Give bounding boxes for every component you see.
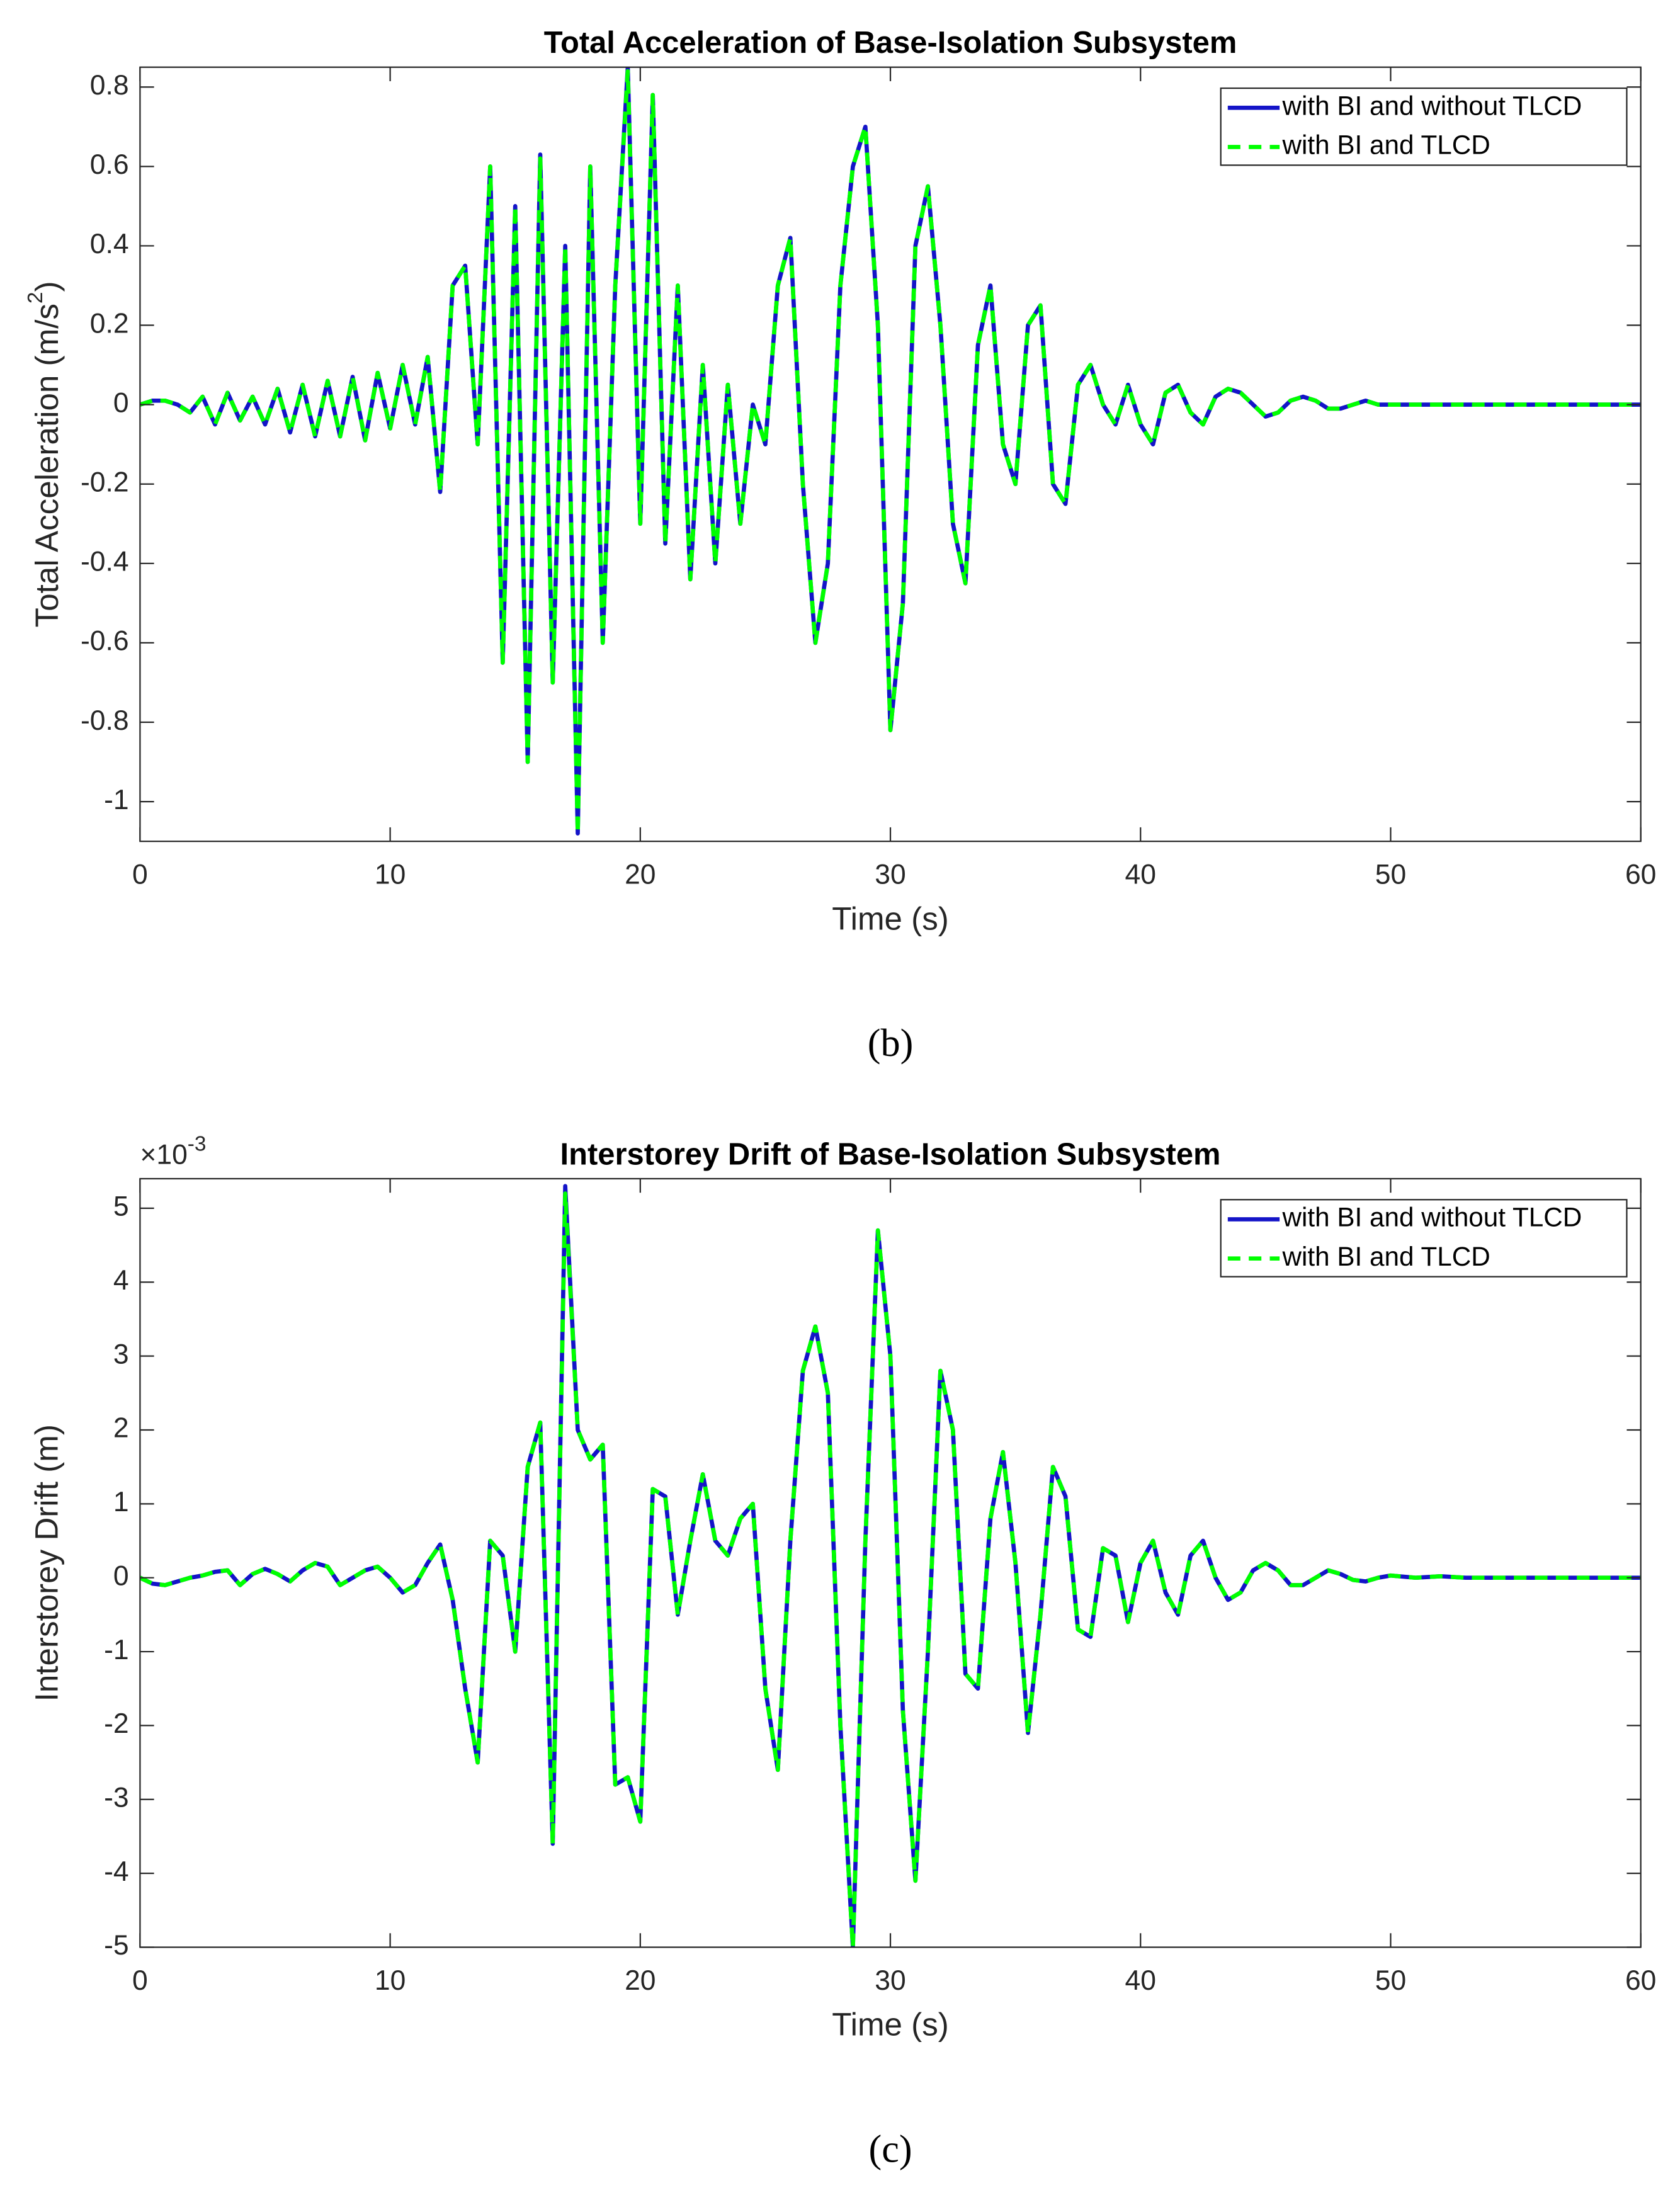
y-exponent: ×10-3	[140, 1132, 206, 1170]
y-tick-label: 0.4	[90, 229, 129, 259]
legend-box	[1220, 87, 1628, 166]
y-tick-label: 1	[113, 1487, 129, 1517]
series-line	[140, 1191, 1641, 1948]
panel-caption: (b)	[868, 1022, 914, 1065]
y-axis-label: Interstorey Drift (m)	[28, 1424, 64, 1701]
y-tick-label: -0.8	[81, 705, 129, 736]
y-exponent-base: ×10	[140, 1139, 187, 1170]
chart: 0 10 20 30 40 50 60 -1 -0.8 -0.6 -0.4 -0.2 0 0.2 0.4 0.…	[24, 26, 1657, 1065]
y-tick-label: 3	[113, 1339, 129, 1370]
x-tick-label: 30	[875, 859, 905, 890]
y-axis-label-text: Total Acceleration (m/s	[28, 303, 64, 627]
y-tick-label: -2	[104, 1708, 129, 1739]
x-tick-label: 10	[375, 1965, 406, 1996]
y-tick-label: -1	[104, 785, 129, 815]
y-tick-label: 0.8	[90, 70, 129, 101]
legend-label: with BI and without TLCD	[1282, 91, 1582, 120]
chart-title: Total Acceleration of Base-Isolation Sub…	[544, 26, 1237, 60]
chart: 0 10 20 30 40 50 60 -5 -4 -3 -2 -1 0 1 2 3 4 5 Interstorey…	[28, 1132, 1656, 2170]
legend-label: with BI and without TLCD	[1282, 1203, 1582, 1232]
x-tick-label: 10	[375, 859, 406, 890]
x-axis-label: Time (s)	[832, 2007, 949, 2043]
y-tick-label: 5	[113, 1191, 129, 1222]
y-tick-label: 2	[113, 1413, 129, 1444]
x-tick-label: 20	[625, 1965, 656, 1996]
y-axis-label-sup: 2	[24, 292, 47, 304]
x-tick-label: 40	[1125, 1965, 1156, 1996]
x-tick-label: 60	[1625, 859, 1656, 890]
y-tick-label: -4	[104, 1856, 129, 1887]
y-tick-label: 0	[113, 387, 129, 418]
y-tick-label: 0.6	[90, 149, 129, 180]
x-tick-label: 30	[875, 1965, 905, 1996]
legend-box	[1220, 1199, 1628, 1278]
legend-label: with BI and TLCD	[1282, 130, 1490, 160]
panel-caption: (c)	[868, 2128, 912, 2171]
y-tick-label: -5	[104, 1930, 129, 1961]
y-tick-label: 0	[113, 1560, 129, 1591]
plot-area	[140, 1178, 1641, 1948]
y-exponent-power: -3	[188, 1132, 207, 1155]
x-tick-label: 60	[1625, 1965, 1656, 1996]
x-tick-label: 50	[1375, 859, 1406, 890]
legend-label: with BI and TLCD	[1282, 1242, 1490, 1271]
y-tick-label: -0.4	[81, 547, 129, 577]
y-axis-label: Total Acceleration (m/s2)	[24, 281, 65, 627]
series-line	[140, 69, 1641, 836]
y-tick-label: -0.2	[81, 467, 129, 497]
x-tick-label: 0	[132, 859, 148, 890]
chart-title: Interstorey Drift of Base-Isolation Subs…	[560, 1137, 1221, 1171]
y-tick-label: -0.6	[81, 626, 129, 657]
y-tick-label: 4	[113, 1265, 129, 1296]
x-tick-label: 20	[625, 859, 656, 890]
y-tick-label: 0.2	[90, 308, 129, 339]
y-tick-label: -3	[104, 1783, 129, 1813]
x-axis-label: Time (s)	[832, 900, 949, 936]
x-tick-label: 40	[1125, 859, 1156, 890]
x-tick-label: 50	[1375, 1965, 1406, 1996]
x-tick-label: 0	[132, 1965, 148, 1996]
y-tick-label: -1	[104, 1635, 129, 1665]
y-axis-label-tail: )	[28, 281, 64, 292]
